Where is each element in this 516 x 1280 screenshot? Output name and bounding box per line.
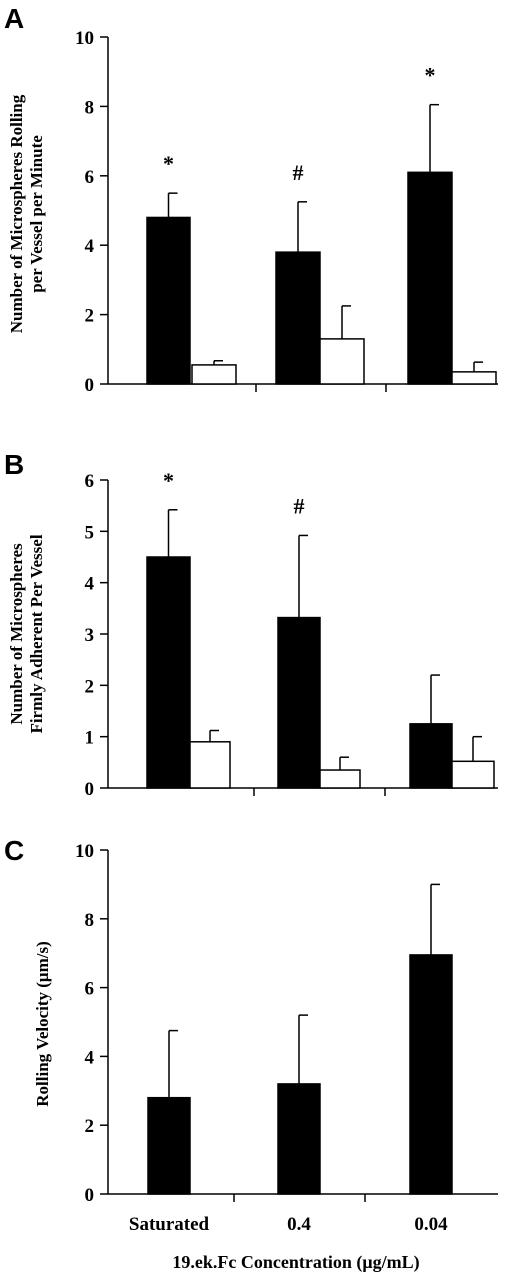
panel-c: C 0 2 4 6 8 10 Rolling Velocity (μm/s) Saturated… bbox=[4, 835, 498, 1273]
y-tick-label: 6 bbox=[85, 167, 95, 188]
bar bbox=[191, 364, 237, 385]
y-tick-label: 5 bbox=[85, 522, 95, 543]
y-tick-label: 10 bbox=[75, 28, 94, 49]
panel-a: A 0 2 4 6 8 10 Number of Microspheres Rolling pe… bbox=[4, 3, 498, 396]
bar bbox=[451, 760, 495, 789]
y-tick-label: 6 bbox=[85, 979, 95, 1000]
significance-annotation: # bbox=[293, 160, 304, 185]
bar bbox=[319, 338, 365, 385]
y-tick-label: 2 bbox=[85, 1116, 95, 1137]
y-tick-label: 1 bbox=[85, 728, 95, 749]
significance-annotation: # bbox=[294, 493, 305, 518]
significance-annotation: * bbox=[425, 63, 436, 88]
y-tick-label: 0 bbox=[85, 1185, 95, 1206]
y-tick-label: 4 bbox=[85, 574, 95, 595]
y-axis-label: Number of Microspheres Rolling bbox=[7, 94, 26, 333]
y-axis-label: per Vessel per Minute bbox=[27, 135, 46, 293]
bar bbox=[146, 556, 191, 789]
bar bbox=[407, 171, 453, 385]
bar bbox=[451, 371, 497, 385]
y-axis-label: Rolling Velocity (μm/s) bbox=[33, 941, 52, 1106]
x-axis-label: 19.ek.Fc Concentration (μg/mL) bbox=[172, 1252, 419, 1273]
panel-letter: C bbox=[4, 835, 24, 866]
x-tick-label: 0.04 bbox=[414, 1214, 448, 1235]
y-tick-label: 8 bbox=[85, 910, 95, 931]
bar bbox=[409, 723, 453, 789]
y-tick-label: 3 bbox=[85, 625, 95, 646]
x-tick-label: Saturated bbox=[129, 1214, 210, 1235]
y-axis-label: Number of Microspheres bbox=[7, 543, 26, 725]
y-tick-label: 2 bbox=[85, 676, 95, 697]
x-tick-label: 0.4 bbox=[287, 1214, 311, 1235]
y-tick-label: 10 bbox=[75, 841, 94, 862]
bar bbox=[277, 1083, 321, 1195]
panel-letter: A bbox=[4, 3, 24, 34]
bar bbox=[146, 216, 191, 385]
bar bbox=[275, 251, 321, 385]
y-tick-label: 4 bbox=[85, 1047, 95, 1068]
significance-annotation: * bbox=[163, 468, 174, 493]
bar bbox=[409, 954, 453, 1195]
panel-b: B 0 1 2 3 4 5 6 Number of Microspheres Firmly Adh… bbox=[4, 449, 498, 800]
panel-letter: B bbox=[4, 449, 24, 480]
y-axis-label: Firmly Adherent Per Vessel bbox=[27, 534, 46, 733]
bar bbox=[277, 616, 321, 789]
y-tick-label: 6 bbox=[85, 471, 95, 492]
bar bbox=[319, 769, 361, 789]
y-tick-label: 4 bbox=[85, 236, 95, 257]
significance-annotation: * bbox=[163, 151, 174, 176]
bar bbox=[147, 1096, 191, 1195]
y-tick-label: 8 bbox=[85, 97, 95, 118]
bar bbox=[189, 741, 231, 789]
y-tick-label: 0 bbox=[85, 375, 95, 396]
y-tick-label: 0 bbox=[85, 779, 95, 800]
y-tick-label: 2 bbox=[85, 306, 95, 327]
